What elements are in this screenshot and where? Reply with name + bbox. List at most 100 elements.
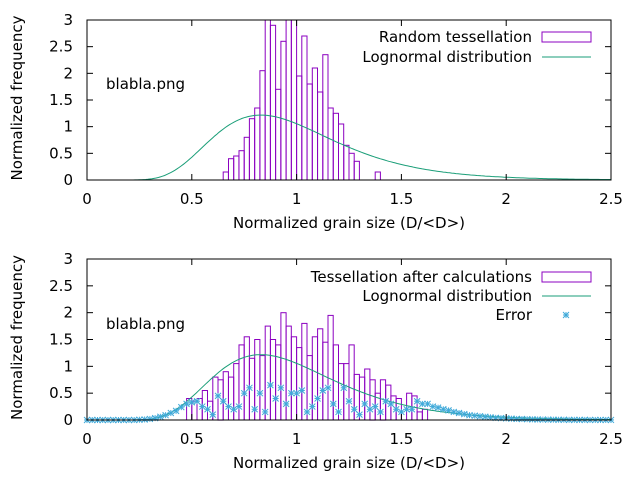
error-point xyxy=(251,405,259,413)
error-marker-stroke xyxy=(188,398,196,406)
x-tick-label: 2.5 xyxy=(599,430,623,448)
error-point xyxy=(288,389,295,397)
error-point xyxy=(235,403,243,410)
histogram-bar xyxy=(301,35,308,181)
error-point xyxy=(455,409,463,417)
error-point xyxy=(350,405,358,413)
histogram-bar xyxy=(259,70,266,181)
error-point xyxy=(413,397,421,405)
histogram-bar xyxy=(416,411,423,421)
error-marker-stroke xyxy=(450,408,458,416)
error-point xyxy=(424,400,431,408)
error-marker-stroke xyxy=(303,408,311,416)
histogram-bar xyxy=(311,67,318,181)
error-point xyxy=(429,403,437,410)
error-point xyxy=(261,408,269,416)
error-marker-stroke xyxy=(329,400,337,408)
error-marker-stroke xyxy=(387,400,395,408)
error-marker-stroke xyxy=(371,403,379,410)
error-marker-stroke xyxy=(162,411,169,419)
error-marker-stroke xyxy=(403,405,410,413)
error-marker-stroke xyxy=(460,410,468,418)
x-tick-label: 2 xyxy=(501,190,511,208)
x-tick-label: 0.5 xyxy=(180,430,204,448)
y-tick-label: 2.5 xyxy=(49,38,73,56)
x-tick-label: 1 xyxy=(292,190,302,208)
x-tick-label: 1.5 xyxy=(389,430,413,448)
error-point xyxy=(392,405,400,413)
error-marker-stroke xyxy=(209,411,217,418)
histogram-bar xyxy=(285,19,292,181)
error-marker-stroke xyxy=(445,406,452,414)
legend-swatch-histogram xyxy=(541,271,592,283)
legend-swatch-histogram xyxy=(541,31,592,43)
error-point xyxy=(256,389,264,397)
error-point xyxy=(366,405,374,413)
error-marker-stroke xyxy=(439,405,447,413)
error-marker-stroke xyxy=(324,384,332,392)
error-marker-stroke xyxy=(298,387,306,394)
error-marker-stroke xyxy=(267,381,274,389)
error-marker-stroke xyxy=(513,415,521,423)
error-point xyxy=(329,400,337,408)
y-tick-label: 0.5 xyxy=(49,144,73,162)
error-marker-stroke xyxy=(193,397,201,405)
histogram-bar xyxy=(322,54,329,181)
error-point xyxy=(529,416,536,423)
histogram-bar xyxy=(264,19,271,181)
histogram-bar xyxy=(222,171,229,181)
bottom-panel: 0 0.5 1 1.5 2 2.5 0 0.5 1 1.5 2 2.5 3 Normalized grai… xyxy=(8,250,623,472)
error-point xyxy=(167,409,175,417)
error-point xyxy=(308,403,316,410)
error-point xyxy=(408,405,416,413)
error-point xyxy=(387,400,395,408)
y-tick-label: 0.5 xyxy=(49,384,73,402)
y-tick-label: 3 xyxy=(63,11,73,29)
error-marker-stroke xyxy=(240,389,248,397)
error-marker-stroke xyxy=(282,400,290,408)
error-marker-stroke xyxy=(455,409,463,417)
histogram-bar xyxy=(306,355,313,421)
error-point xyxy=(518,415,526,423)
error-point xyxy=(267,381,274,389)
error-point xyxy=(214,392,222,400)
error-point xyxy=(377,408,384,416)
error-marker-stroke xyxy=(230,405,238,413)
error-marker-stroke xyxy=(183,400,190,408)
error-marker-stroke xyxy=(246,384,253,392)
legend-label: Tessellation after calculations xyxy=(310,268,532,286)
error-point xyxy=(162,411,169,419)
histogram-bar xyxy=(374,171,381,181)
y-axis-label: Normalized frequency xyxy=(8,15,26,180)
legend-swatch-error xyxy=(562,311,570,319)
error-marker-stroke xyxy=(308,403,316,410)
error-marker-stroke xyxy=(434,404,442,412)
x-tick-label: 0 xyxy=(82,430,92,448)
error-point xyxy=(361,400,369,408)
y-tick-label: 0 xyxy=(63,171,73,189)
annotation-label: blabla.png xyxy=(106,75,185,93)
histogram-bar xyxy=(243,336,250,421)
histogram-bar xyxy=(228,158,235,181)
legend-label: Error xyxy=(495,306,532,324)
error-marker-stroke xyxy=(429,403,437,410)
y-axis-label: Normalized frequency xyxy=(8,255,26,420)
error-marker-stroke xyxy=(219,397,227,405)
error-marker-stroke xyxy=(198,403,206,410)
histogram-bar xyxy=(269,24,277,181)
error-point xyxy=(188,398,196,406)
error-marker-stroke xyxy=(392,405,400,413)
legend-error-marker-stroke xyxy=(562,311,570,319)
top-panel: 0 0.5 1 1.5 2 2.5 0 0.5 1 1.5 2 2.5 3 Normalized grai… xyxy=(8,11,623,232)
histogram-bar xyxy=(421,408,429,421)
error-marker-stroke xyxy=(177,403,185,411)
error-marker-stroke xyxy=(345,397,353,405)
legend-label: Lognormal distribution xyxy=(362,287,532,305)
error-point xyxy=(146,415,154,423)
error-point xyxy=(272,395,279,402)
error-point xyxy=(209,411,217,418)
error-point xyxy=(193,397,201,405)
histogram-bar xyxy=(290,19,298,181)
error-point xyxy=(204,405,211,413)
error-marker-stroke xyxy=(340,384,348,392)
